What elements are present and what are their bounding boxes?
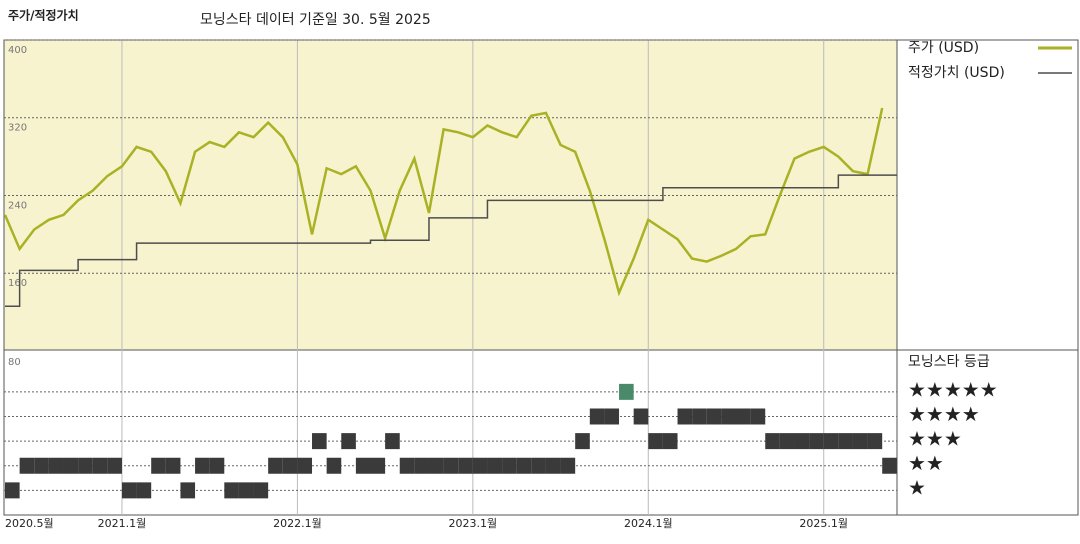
rating-bar	[253, 482, 269, 499]
rating-bar	[882, 457, 897, 474]
legend-label: 적정가치 (USD)	[908, 65, 1005, 81]
rating-bar	[545, 457, 561, 474]
rating-bar	[560, 457, 576, 474]
rating-bar	[516, 457, 532, 474]
rating-bar	[107, 457, 122, 474]
rating-label: ★★★★★	[908, 378, 998, 402]
rating-bar	[458, 457, 473, 474]
rating-bar	[5, 482, 20, 499]
rating-bar	[648, 433, 663, 450]
subtitle: 모닝스타 데이터 기준일 30. 5월 2025	[200, 12, 431, 28]
rating-bar	[736, 408, 751, 425]
rating-bar	[692, 408, 707, 425]
title: 주가/적정가치	[8, 8, 79, 23]
rating-label: ★★★★	[908, 402, 980, 426]
rating-bar	[604, 408, 620, 425]
rating-label: ★★★	[908, 427, 962, 451]
rating-bar	[721, 408, 736, 425]
rating-bar	[750, 408, 766, 425]
x-tick-label: 2025.1월	[799, 517, 848, 530]
rating-bar	[443, 457, 459, 474]
rating-bar	[706, 408, 722, 425]
rating-bar	[502, 457, 517, 474]
rating-bar	[428, 457, 444, 474]
rating-bar	[268, 457, 283, 474]
rating-bar	[779, 433, 795, 450]
rating-bar	[575, 433, 590, 450]
series-line	[5, 174, 897, 308]
rating-bar	[838, 433, 853, 450]
rating-bar	[355, 457, 371, 474]
rating-bar	[63, 457, 79, 474]
rating-bar	[297, 457, 313, 474]
rating-bar	[78, 457, 93, 474]
x-tick-label: 2020.5월	[5, 517, 54, 530]
rating-bar	[326, 457, 342, 474]
rating-bar	[531, 457, 546, 474]
rating-bar	[633, 408, 649, 425]
x-tick-label: 2022.1월	[273, 517, 322, 530]
rating-bar	[195, 457, 210, 474]
rating-bar	[136, 482, 152, 499]
rating-bar	[589, 408, 605, 425]
rating-bar	[282, 457, 298, 474]
rating-bar	[19, 457, 35, 474]
rating-label: ★	[908, 476, 926, 500]
rating-bar	[487, 457, 503, 474]
rating-bar	[852, 433, 868, 450]
rating-bar	[48, 457, 64, 474]
rating-bar	[399, 457, 415, 474]
x-tick-label: 2023.1월	[449, 517, 498, 530]
rating-bar	[165, 457, 181, 474]
legend-label: 주가 (USD)	[908, 40, 979, 56]
rating-bar	[151, 457, 166, 474]
y-tick-label: 320	[8, 123, 27, 134]
series-line	[3, 107, 884, 297]
rating-bar	[794, 433, 810, 450]
rating-bar	[385, 433, 400, 450]
rating-bar	[619, 383, 634, 400]
y-tick-label: 160	[8, 278, 27, 289]
rating-bar	[823, 433, 839, 450]
rating-bar	[312, 433, 327, 450]
rating-bar	[677, 408, 693, 425]
rating-bar	[341, 433, 356, 450]
rating-bar	[370, 457, 386, 474]
rating-title: 모닝스타 등급	[908, 354, 990, 370]
rating-bar	[209, 457, 225, 474]
rating-bar	[92, 457, 108, 474]
x-tick-label: 2024.1월	[624, 517, 673, 530]
rating-bar	[121, 482, 137, 499]
rating-bar	[662, 433, 678, 450]
rating-bar	[180, 482, 196, 499]
rating-bar	[414, 457, 429, 474]
rating-bar	[867, 433, 883, 450]
rating-bar	[765, 433, 780, 450]
y-tick-label: 400	[8, 45, 27, 56]
x-tick-label: 2021.1월	[98, 517, 147, 530]
rating-bar	[224, 482, 239, 499]
y-tick-label: 240	[8, 200, 27, 211]
rating-label: ★★	[908, 451, 944, 475]
rating-bar	[238, 482, 254, 499]
rating-bar	[809, 433, 824, 450]
axis-label: 80	[8, 357, 21, 368]
rating-bar	[34, 457, 49, 474]
rating-bar	[472, 457, 488, 474]
